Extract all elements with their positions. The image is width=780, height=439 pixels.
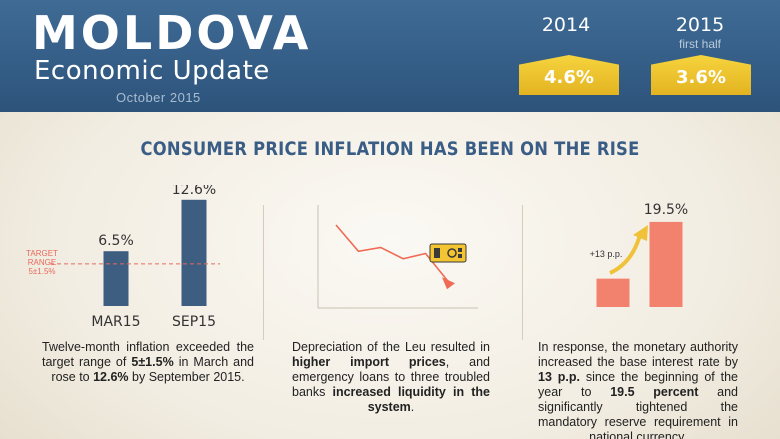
kpi-year-2014: 2014 xyxy=(541,14,591,36)
caption-inflation: Twelve-month inflation exceeded the targ… xyxy=(42,340,255,384)
increase-annotation: +13 p.p. xyxy=(590,249,623,259)
target-annotation-line2: RANGE xyxy=(28,258,56,267)
column-divider-left xyxy=(263,205,264,340)
publication-date: October 2015 xyxy=(116,90,201,105)
kpi-badge-2015: 3.6% xyxy=(651,55,751,95)
header-banner: MOLDOVA Economic Update October 2015 201… xyxy=(0,0,780,112)
interest-rate-bar-chart: 19.5% +13 p.p. xyxy=(590,202,688,307)
target-annotation-line1: TARGET xyxy=(26,249,58,258)
down-arrow-icon xyxy=(442,277,455,290)
tick-label-sep15: SEP15 xyxy=(172,314,216,330)
column-divider-right xyxy=(522,205,523,340)
caption-depreciation: Depreciation of the Leu resulted in high… xyxy=(292,340,490,414)
arrow-head-icon xyxy=(633,225,648,241)
kpi-note-first-half: first half xyxy=(678,37,721,51)
bar-mar15 xyxy=(103,251,129,306)
rate-bar-2 xyxy=(649,221,683,307)
section-title: CONSUMER PRICE INFLATION HAS BEEN ON THE… xyxy=(140,138,640,160)
caption-monetary-response: In response, the monetary authority incr… xyxy=(538,340,739,439)
rate-value-label-2: 19.5% xyxy=(644,202,688,218)
depreciation-line-chart xyxy=(317,205,478,309)
kpi-year-2015: 2015 xyxy=(675,14,725,36)
rate-bar-1 xyxy=(596,278,630,307)
inflation-bar-chart: 6.5% MAR15 12.6% SEP15 TARGET RANGE 5±1.5% xyxy=(26,185,220,330)
page-subtitle: Economic Update xyxy=(34,56,270,86)
tick-label-mar15: MAR15 xyxy=(91,314,140,330)
value-label-mar15: 6.5% xyxy=(98,233,134,249)
banknote-icon xyxy=(429,243,467,263)
bar-sep15 xyxy=(181,199,207,306)
leu-depreciation-line xyxy=(335,224,449,282)
value-label-sep15: 12.6% xyxy=(172,185,216,198)
page-title: MOLDOVA xyxy=(32,6,312,60)
increase-arrow xyxy=(609,234,642,275)
target-annotation-line3: 5±1.5% xyxy=(28,267,55,276)
kpi-badge-2014: 4.6% xyxy=(519,55,619,95)
